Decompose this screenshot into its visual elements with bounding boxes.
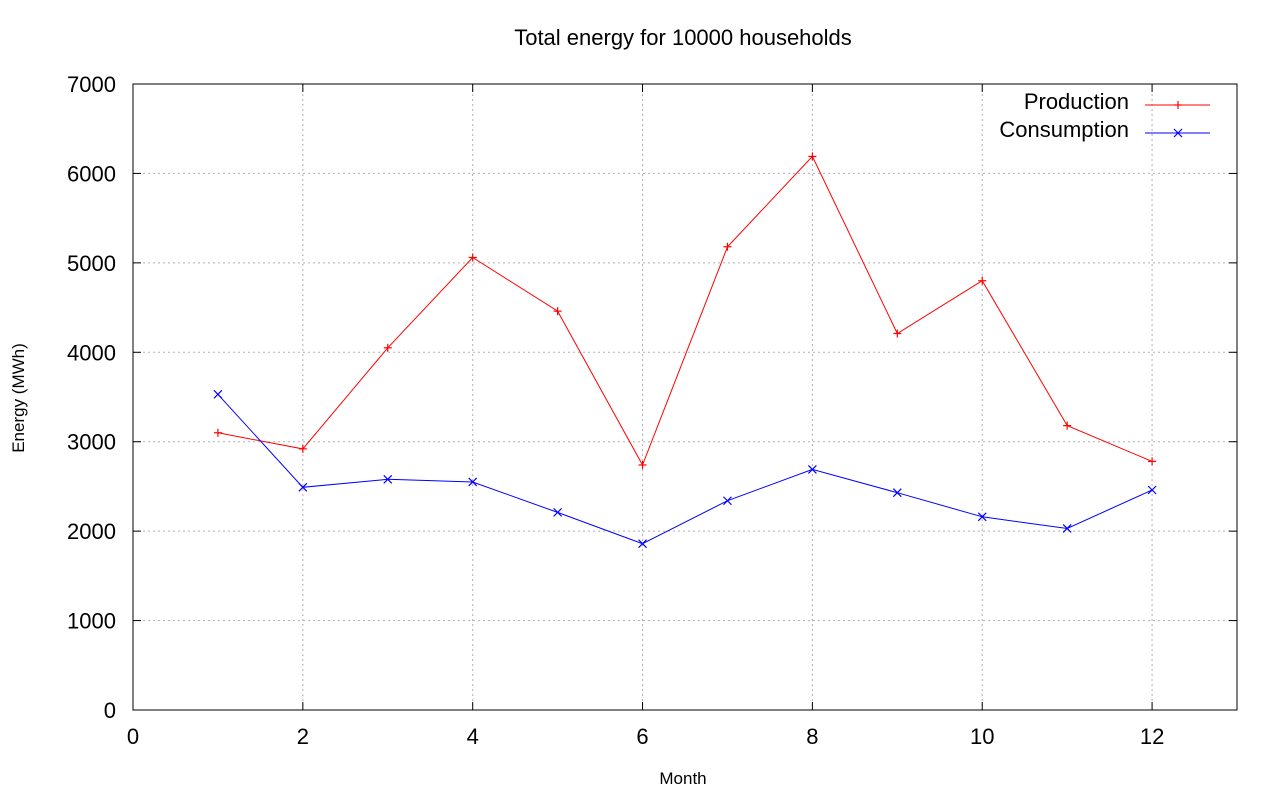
legend-label-production: Production: [1024, 89, 1129, 114]
consumption-point: [553, 507, 563, 517]
consumption-point: [1147, 485, 1157, 495]
consumption-point: [213, 389, 223, 399]
marker-stroke: [468, 477, 478, 487]
y-tick-label: 2000: [67, 519, 116, 544]
consumption-point: [383, 474, 393, 484]
marker-stroke: [723, 496, 732, 506]
legend: Production Consumption: [999, 89, 1210, 142]
marker-stroke: [977, 512, 987, 522]
production-point: [298, 444, 307, 453]
production-line: [217, 155, 1153, 467]
consumption-line: [217, 393, 1153, 545]
consumption-point: [468, 477, 478, 487]
plot-frame: [132, 83, 1238, 711]
marker-stroke: [1062, 524, 1072, 533]
legend-label-consumption: Consumption: [999, 117, 1129, 142]
consumption-point: [1062, 524, 1072, 533]
marker-stroke: [892, 488, 902, 498]
series-production: [213, 152, 1157, 469]
marker-stroke: [1173, 128, 1183, 138]
production-point: [383, 343, 392, 352]
production-point: [978, 276, 987, 285]
marker-stroke: [383, 474, 393, 484]
y-tick-label: 3000: [67, 430, 116, 455]
production-point: [638, 460, 647, 469]
consumption-point: [298, 482, 308, 492]
x-tick-label: 4: [467, 724, 479, 749]
x-tick-label: 8: [806, 724, 818, 749]
y-tick-label: 5000: [67, 251, 116, 276]
marker-stroke: [638, 539, 647, 549]
axis-ticks: 0 2 4 6 8 10 12 0 1000 2000 3000 4000 5000 6000 7000: [67, 72, 1237, 749]
marker-stroke: [213, 389, 223, 399]
grid: [133, 84, 1237, 710]
marker-stroke: [298, 482, 308, 492]
consumption-point: [892, 488, 902, 498]
y-tick-label: 7000: [67, 72, 116, 97]
x-axis-label: Month: [659, 769, 706, 788]
legend-marker-consumption: [1173, 128, 1183, 138]
consumption-point: [807, 465, 817, 474]
production-point: [1063, 421, 1072, 430]
y-axis-label: Energy (MWh): [9, 343, 28, 453]
production-point: [808, 152, 817, 161]
y-tick-label: 4000: [67, 340, 116, 365]
production-point: [213, 428, 222, 437]
marker-stroke: [553, 507, 563, 517]
x-tick-label: 10: [970, 724, 994, 749]
production-point: [1148, 457, 1157, 466]
consumption-point: [638, 539, 647, 549]
series-consumption: [213, 389, 1157, 549]
production-point: [723, 242, 732, 251]
y-tick-label: 0: [104, 698, 116, 723]
x-tick-label: 0: [127, 724, 139, 749]
x-tick-label: 6: [636, 724, 648, 749]
x-tick-label: 12: [1140, 724, 1164, 749]
marker-stroke: [1147, 485, 1157, 495]
x-tick-label: 2: [297, 724, 309, 749]
consumption-point: [723, 496, 732, 506]
legend-marker-production: [1174, 101, 1182, 109]
production-point: [893, 329, 902, 338]
chart-title: Total energy for 10000 households: [514, 25, 852, 50]
production-point: [553, 307, 562, 316]
production-point: [468, 253, 477, 262]
consumption-point: [977, 512, 987, 522]
marker-stroke: [807, 465, 817, 474]
y-tick-label: 6000: [67, 161, 116, 186]
y-tick-label: 1000: [67, 609, 116, 634]
series-layer: [213, 152, 1157, 549]
